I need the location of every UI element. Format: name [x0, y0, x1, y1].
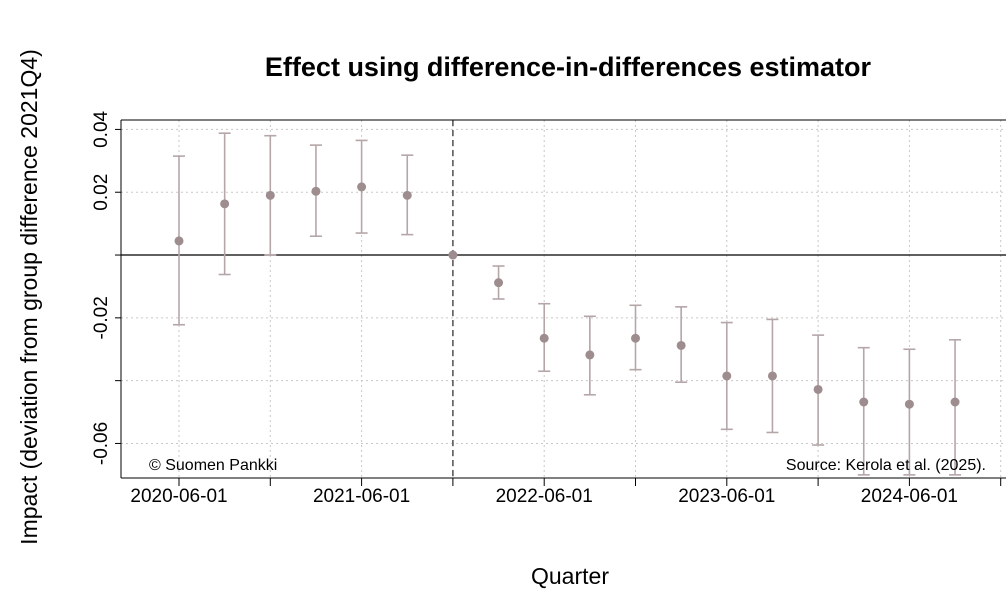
- data-point: [402, 190, 412, 200]
- data-point: [357, 182, 367, 192]
- data-point: [539, 333, 549, 343]
- data-points: [174, 182, 960, 409]
- data-point: [904, 399, 914, 409]
- reference-lines: [121, 120, 1006, 478]
- x-axis-ticks: 2020-06-01 2021-06-01 2022-06-01 2023-06-01…: [130, 478, 1002, 507]
- source-note: Source: Kerola et al. (2025).: [786, 457, 986, 474]
- data-point: [813, 384, 823, 394]
- data-point: [859, 397, 869, 407]
- data-point: [311, 186, 321, 196]
- data-point: [950, 397, 960, 407]
- error-bars: [173, 132, 962, 476]
- data-point: [676, 340, 686, 350]
- data-point: [767, 371, 777, 381]
- x-tick-label: 2022-06-01: [496, 486, 593, 507]
- data-point: [220, 199, 230, 209]
- data-point: [494, 278, 504, 288]
- copyright-note: © Suomen Pankki: [149, 457, 277, 474]
- y-tick-label: -0.06: [91, 422, 112, 465]
- y-axis-label: Impact (deviation from group difference …: [16, 49, 42, 545]
- data-point: [174, 236, 184, 246]
- data-point: [631, 333, 640, 343]
- x-tick-label: 2021-06-01: [313, 486, 410, 507]
- data-point: [585, 350, 595, 360]
- y-axis-ticks: 0.04 0.02 -0.02 -0.06: [91, 111, 121, 465]
- x-tick-label: 2024-06-01: [861, 486, 958, 507]
- data-point: [448, 250, 458, 260]
- x-tick-label: 2023-06-01: [678, 486, 775, 507]
- data-point: [722, 371, 732, 381]
- x-axis-label: Quarter: [531, 563, 609, 589]
- grid: [121, 120, 1006, 478]
- y-tick-label: 0.04: [91, 111, 112, 148]
- x-tick-label: 2020-06-01: [130, 486, 227, 507]
- chart-title: Effect using difference-in-differences e…: [265, 52, 872, 82]
- data-point: [265, 190, 275, 200]
- y-tick-label: 0.02: [91, 174, 112, 211]
- y-tick-label: -0.02: [91, 296, 112, 339]
